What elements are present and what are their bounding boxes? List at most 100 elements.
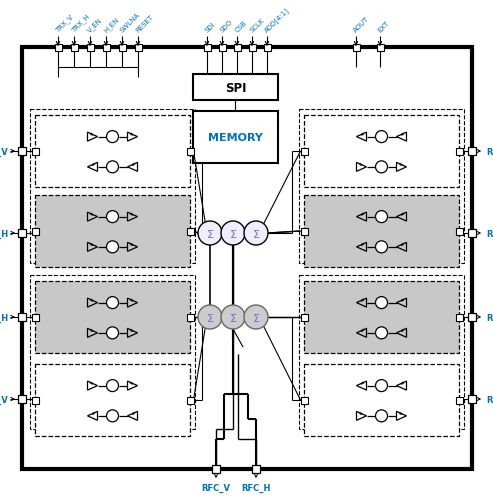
Bar bbox=[55, 45, 62, 52]
Text: SPI: SPI bbox=[225, 81, 246, 94]
Polygon shape bbox=[396, 163, 407, 172]
Circle shape bbox=[376, 297, 387, 309]
Circle shape bbox=[376, 211, 387, 223]
Polygon shape bbox=[128, 411, 138, 420]
Text: MEMORY: MEMORY bbox=[208, 133, 263, 143]
Polygon shape bbox=[396, 243, 407, 252]
Bar bbox=[186, 148, 193, 155]
Polygon shape bbox=[356, 329, 366, 338]
Bar bbox=[377, 45, 384, 52]
Bar bbox=[468, 148, 476, 156]
Circle shape bbox=[376, 380, 387, 392]
Circle shape bbox=[244, 306, 268, 329]
Polygon shape bbox=[87, 163, 98, 172]
Circle shape bbox=[376, 327, 387, 339]
Bar bbox=[234, 45, 241, 52]
Text: RF1_H: RF1_H bbox=[0, 229, 8, 238]
Polygon shape bbox=[87, 381, 98, 390]
Bar bbox=[186, 228, 193, 235]
Polygon shape bbox=[87, 133, 98, 142]
Bar bbox=[35, 364, 190, 436]
Text: RF1_V: RF1_V bbox=[0, 147, 8, 156]
Polygon shape bbox=[396, 133, 407, 142]
Bar bbox=[35, 116, 190, 188]
Bar bbox=[118, 45, 126, 52]
Circle shape bbox=[106, 410, 118, 422]
Text: $\Sigma$: $\Sigma$ bbox=[229, 312, 237, 324]
Bar bbox=[304, 195, 459, 268]
Text: CSB: CSB bbox=[234, 20, 248, 34]
Text: SDO: SDO bbox=[219, 19, 234, 34]
Bar bbox=[248, 45, 255, 52]
Bar bbox=[32, 314, 38, 321]
Circle shape bbox=[376, 410, 387, 422]
Text: RF4_V: RF4_V bbox=[486, 147, 493, 156]
Bar bbox=[18, 313, 26, 321]
Polygon shape bbox=[356, 163, 366, 172]
Bar bbox=[86, 45, 94, 52]
Circle shape bbox=[106, 297, 118, 309]
Text: H_EN: H_EN bbox=[102, 16, 120, 34]
Polygon shape bbox=[87, 329, 98, 338]
Circle shape bbox=[376, 131, 387, 143]
Polygon shape bbox=[87, 243, 98, 252]
Polygon shape bbox=[128, 213, 138, 221]
Bar bbox=[304, 364, 459, 436]
Text: SDI: SDI bbox=[204, 22, 216, 34]
Bar bbox=[32, 228, 38, 235]
Circle shape bbox=[198, 306, 222, 329]
Bar bbox=[468, 395, 476, 403]
Bar bbox=[456, 397, 462, 404]
Text: RFC_V: RFC_V bbox=[202, 483, 231, 492]
Text: SWLNA: SWLNA bbox=[119, 12, 141, 34]
Text: ADD[4:1]: ADD[4:1] bbox=[263, 7, 291, 34]
Polygon shape bbox=[356, 381, 366, 390]
Polygon shape bbox=[356, 411, 366, 420]
Circle shape bbox=[106, 211, 118, 223]
Circle shape bbox=[106, 161, 118, 173]
Bar bbox=[18, 395, 26, 403]
Circle shape bbox=[106, 327, 118, 339]
Bar bbox=[263, 45, 271, 52]
Bar bbox=[30, 110, 195, 264]
Bar bbox=[456, 314, 462, 321]
Polygon shape bbox=[87, 411, 98, 420]
Circle shape bbox=[376, 241, 387, 254]
Polygon shape bbox=[396, 213, 407, 221]
Text: RF4_H: RF4_H bbox=[486, 229, 493, 238]
Text: SCLK: SCLK bbox=[249, 18, 265, 34]
Polygon shape bbox=[396, 411, 407, 420]
Polygon shape bbox=[356, 299, 366, 308]
Bar bbox=[352, 45, 359, 52]
Bar bbox=[218, 45, 225, 52]
Bar bbox=[22, 48, 472, 469]
Polygon shape bbox=[128, 163, 138, 172]
Text: $\Sigma$: $\Sigma$ bbox=[206, 228, 214, 240]
Bar bbox=[135, 45, 141, 52]
Circle shape bbox=[221, 221, 245, 245]
Polygon shape bbox=[396, 381, 407, 390]
Polygon shape bbox=[356, 243, 366, 252]
Text: RF2_H: RF2_H bbox=[0, 313, 8, 322]
Bar bbox=[193, 75, 278, 101]
Bar bbox=[468, 229, 476, 237]
Bar bbox=[299, 110, 464, 264]
Bar bbox=[301, 148, 308, 155]
Bar bbox=[301, 397, 308, 404]
Polygon shape bbox=[87, 299, 98, 308]
Circle shape bbox=[106, 131, 118, 143]
Text: $\Sigma$: $\Sigma$ bbox=[229, 228, 237, 240]
Polygon shape bbox=[356, 213, 366, 221]
Bar bbox=[103, 45, 109, 52]
Bar bbox=[301, 314, 308, 321]
Bar bbox=[193, 112, 278, 164]
Text: RF3_H: RF3_H bbox=[486, 313, 493, 322]
Polygon shape bbox=[396, 329, 407, 338]
Text: RESET: RESET bbox=[135, 14, 155, 34]
Bar bbox=[18, 229, 26, 237]
Text: EXT: EXT bbox=[377, 21, 390, 34]
Bar bbox=[252, 465, 260, 473]
Polygon shape bbox=[128, 381, 138, 390]
Bar bbox=[456, 148, 462, 155]
Bar bbox=[186, 314, 193, 321]
